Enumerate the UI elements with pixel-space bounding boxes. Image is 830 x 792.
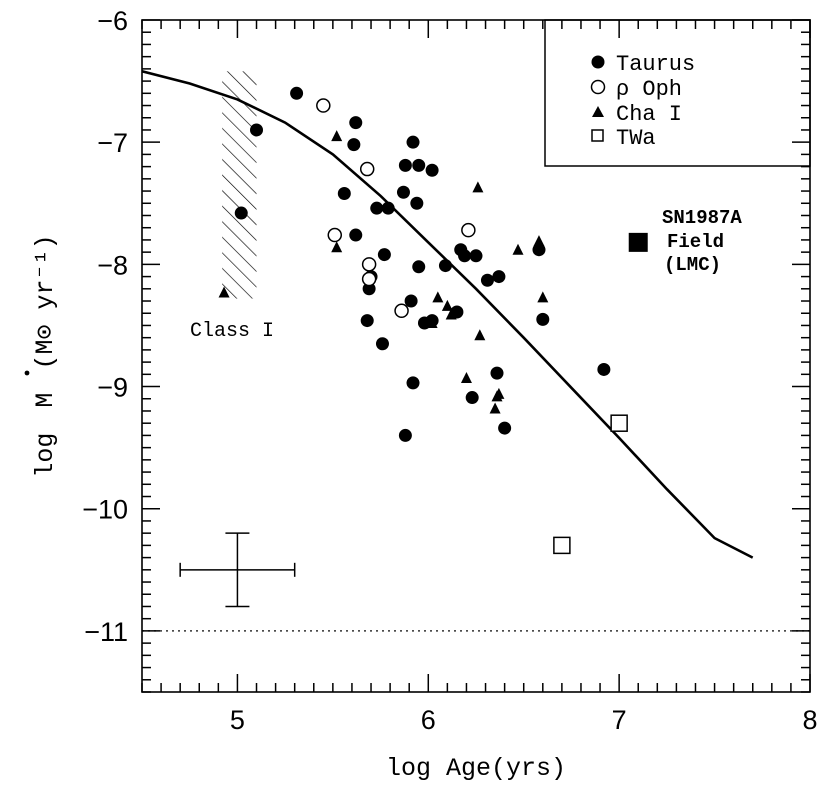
taurus-point	[425, 163, 439, 177]
cha-i-point	[533, 235, 545, 247]
cha-i-point	[489, 402, 501, 414]
y-tick-label: −7	[97, 128, 128, 158]
taurus-point	[412, 158, 426, 172]
cha-i-point	[331, 130, 343, 142]
representative-error-bar	[179, 532, 296, 608]
rho-oph-point	[361, 271, 377, 287]
legend: Taurus ρ Oph Cha I TWa	[544, 19, 811, 167]
twa-point	[610, 414, 628, 432]
y-axis-title-log: log	[31, 433, 60, 478]
x-axis-title: log Age(yrs)	[386, 754, 566, 783]
taurus-point	[480, 273, 494, 287]
y-axis-title: log M (M⊙ yr⁻¹)	[24, 234, 60, 478]
taurus-point	[250, 123, 264, 137]
legend-cha-i-marker	[592, 106, 604, 117]
cha-i-point	[432, 291, 444, 303]
cha-i-point	[441, 299, 453, 311]
taurus-point	[234, 206, 248, 220]
taurus-point	[377, 248, 391, 262]
taurus-point	[381, 201, 395, 215]
cha-i-point	[218, 286, 230, 298]
taurus-point	[349, 228, 363, 242]
legend-taurus-marker	[591, 55, 605, 69]
taurus-point	[438, 259, 452, 273]
cha-i-point	[474, 329, 486, 341]
model-fit-curve	[142, 70, 754, 559]
class-i-hatched-region	[222, 71, 257, 299]
taurus-point	[406, 135, 420, 149]
sn1987a-label-line-3: (LMC)	[664, 254, 721, 276]
cha-i-point	[426, 317, 438, 329]
rho-oph-point	[361, 257, 377, 272]
sn1987a-label-line-2: Field	[667, 231, 724, 253]
y-axis-title-units: (M⊙ yr⁻¹)	[31, 234, 60, 369]
taurus-point	[396, 185, 410, 199]
cha-i-point	[493, 387, 505, 399]
x-tick-label: 7	[612, 705, 627, 735]
legend-box	[544, 19, 811, 167]
y-tick-label: −8	[97, 250, 128, 280]
taurus-point	[370, 201, 384, 215]
cha-i-point	[472, 181, 484, 193]
sn1987a-marker	[628, 232, 648, 252]
plot-frame	[141, 19, 811, 693]
y-tick-label: −9	[97, 373, 128, 403]
taurus-point	[597, 362, 611, 376]
taurus-point	[465, 391, 479, 405]
twa-point	[553, 536, 571, 555]
x-tick-label: 6	[421, 705, 436, 735]
taurus-point	[398, 428, 412, 442]
cha-i-point	[460, 371, 472, 383]
taurus-point	[337, 186, 351, 200]
axis-tick-labels: 5 6 7 8 −6 −7 −8 −9 −10 −11	[82, 6, 817, 735]
x-tick-label: 5	[230, 705, 245, 735]
taurus-point	[347, 138, 361, 152]
sn1987a-label-line-1: SN1987A	[662, 207, 742, 229]
legend-twa-label: TWa	[616, 126, 656, 151]
taurus-point	[404, 294, 418, 308]
taurus-point	[490, 366, 504, 380]
taurus-point	[458, 249, 472, 263]
rho-oph-point	[461, 222, 476, 238]
rho-oph-point	[394, 303, 409, 319]
cha-i-point	[537, 291, 549, 303]
y-tick-label: −6	[97, 6, 128, 36]
cha-i-point	[512, 243, 524, 255]
taurus-point	[349, 116, 363, 130]
rho-oph-point	[327, 227, 343, 243]
taurus-point	[412, 260, 426, 274]
data-points	[218, 86, 628, 555]
taurus-point	[410, 196, 424, 210]
taurus-point	[375, 337, 389, 351]
cha-i-point	[331, 241, 343, 253]
taurus-point	[360, 314, 374, 328]
taurus-point	[406, 376, 420, 390]
legend-twa-marker	[591, 129, 604, 142]
y-tick-label: −11	[84, 617, 128, 647]
taurus-point	[498, 421, 512, 435]
axis-ticks	[141, 19, 811, 693]
mdot-dot	[24, 370, 30, 376]
class-i-label: Class I	[190, 320, 274, 343]
rho-oph-point	[316, 98, 331, 113]
taurus-point	[290, 86, 304, 100]
svg-text:log M (M⊙ yr⁻¹): log M (M⊙ yr⁻¹)	[31, 234, 60, 477]
y-axis-title-symbol: M	[31, 393, 60, 408]
taurus-point	[362, 282, 376, 296]
legend-taurus-label: Taurus	[616, 52, 695, 77]
rho-oph-point	[359, 161, 375, 177]
taurus-point	[469, 249, 483, 263]
legend-rho-oph-label: ρ Oph	[616, 77, 682, 102]
legend-rho-oph-marker	[590, 79, 606, 95]
cha-i-point	[445, 308, 457, 320]
x-tick-label: 8	[802, 705, 817, 735]
legend-cha-i-label: Cha I	[616, 102, 682, 127]
taurus-point	[492, 270, 506, 284]
taurus-point	[398, 158, 412, 172]
taurus-point	[536, 312, 550, 326]
y-tick-label: −10	[82, 495, 128, 525]
